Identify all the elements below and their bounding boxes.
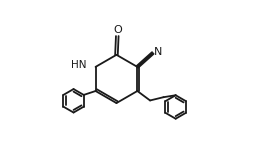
Text: O: O [113,25,122,35]
Text: N: N [154,47,162,57]
Text: HN: HN [71,60,87,70]
